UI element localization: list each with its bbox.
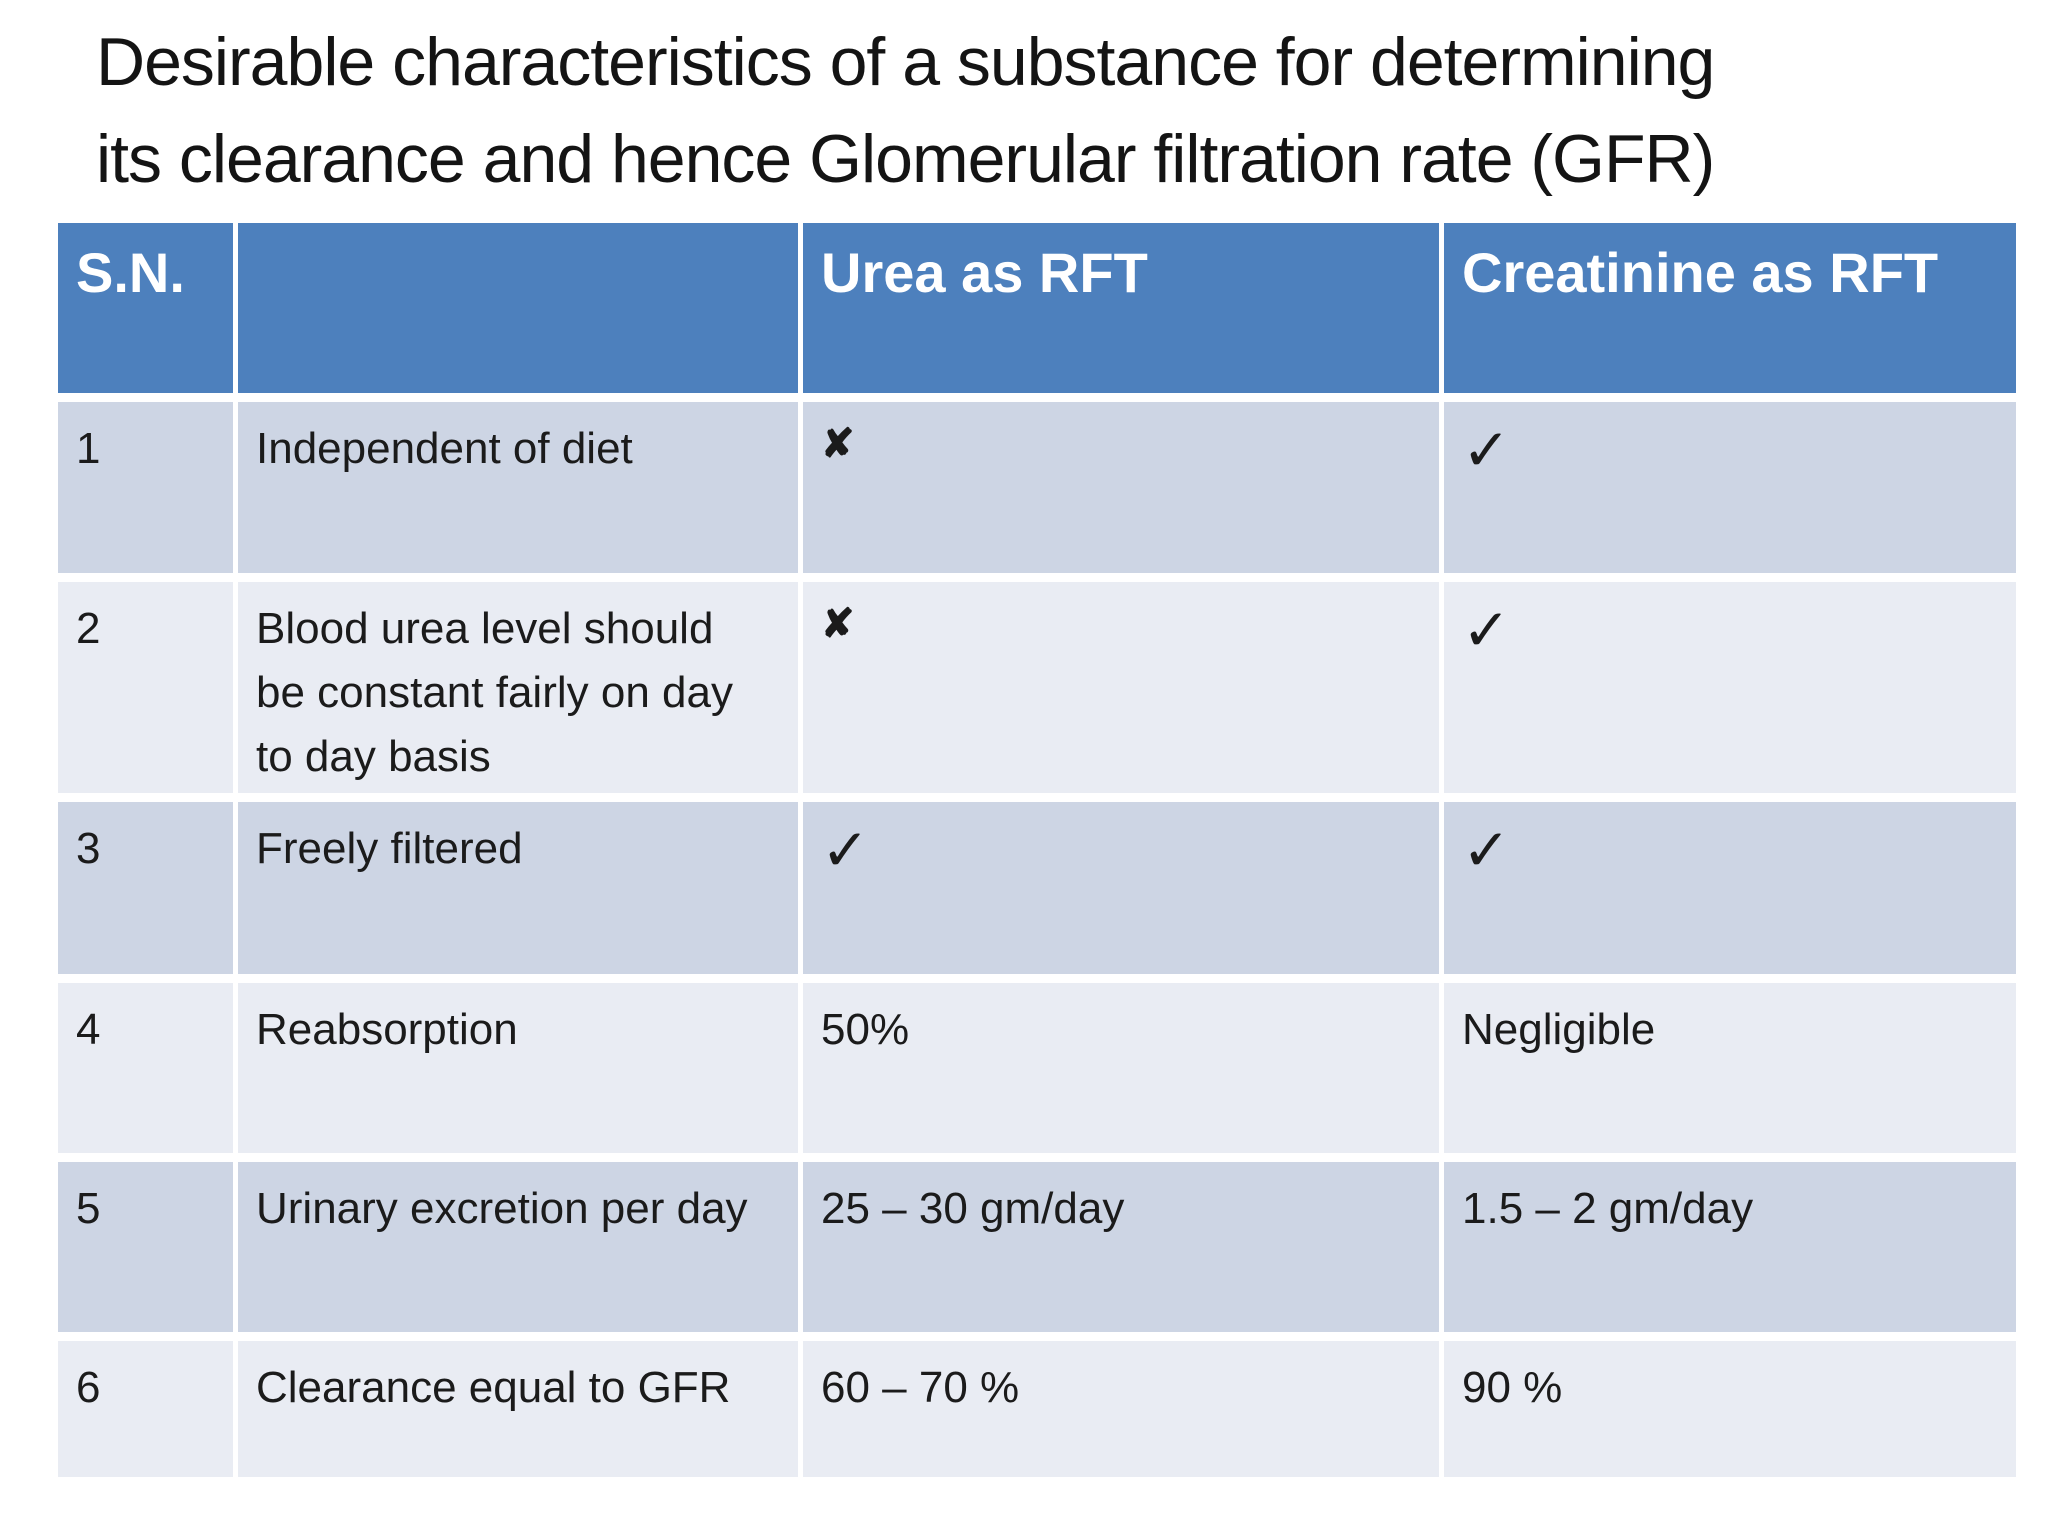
row-3-characteristic: Freely filtered [238, 802, 798, 974]
header-creatinine: Creatinine as RFT [1444, 223, 2016, 393]
header-urea: Urea as RFT [803, 223, 1439, 393]
row-6-urea: 60 – 70 % [803, 1341, 1439, 1477]
row-6-sn: 6 [58, 1341, 233, 1477]
row-6-creatinine: 90 % [1444, 1341, 2016, 1477]
slide-title: Desirable characteristics of a substance… [96, 14, 2006, 207]
row-2-characteristic: Blood urea level should be constant fair… [238, 582, 798, 793]
row-1-sn: 1 [58, 402, 233, 573]
row-2-sn: 2 [58, 582, 233, 793]
slide-title-line-2: its clearance and hence Glomerular filtr… [96, 120, 1715, 197]
row-3-sn: 3 [58, 802, 233, 974]
slide-title-line-1: Desirable characteristics of a substance… [96, 24, 1715, 100]
row-4-urea: 50% [803, 983, 1439, 1153]
row-3-urea check-icon: ✓ [803, 802, 1439, 974]
row-5-characteristic: Urinary excretion per day [238, 1162, 798, 1332]
row-5-urea: 25 – 30 gm/day [803, 1162, 1439, 1332]
row-1-characteristic: Independent of diet [238, 402, 798, 573]
row-4-characteristic: Reabsorption [238, 983, 798, 1153]
row-2-creatinine check-icon: ✓ [1444, 582, 2016, 793]
header-sn: S.N. [58, 223, 233, 393]
characteristics-table: S.N. Urea as RFT Creatinine as RFT 1 Ind… [58, 223, 2016, 1477]
header-characteristic [238, 223, 798, 393]
row-4-creatinine: Negligible [1444, 983, 2016, 1153]
row-6-characteristic: Clearance equal to GFR [238, 1341, 798, 1477]
row-1-creatinine check-icon: ✓ [1444, 402, 2016, 573]
row-3-creatinine check-icon: ✓ [1444, 802, 2016, 974]
row-1-urea cross-icon: ✘ [803, 402, 1439, 573]
row-2-urea cross-icon: ✘ [803, 582, 1439, 793]
row-5-creatinine: 1.5 – 2 gm/day [1444, 1162, 2016, 1332]
row-5-sn: 5 [58, 1162, 233, 1332]
row-4-sn: 4 [58, 983, 233, 1153]
